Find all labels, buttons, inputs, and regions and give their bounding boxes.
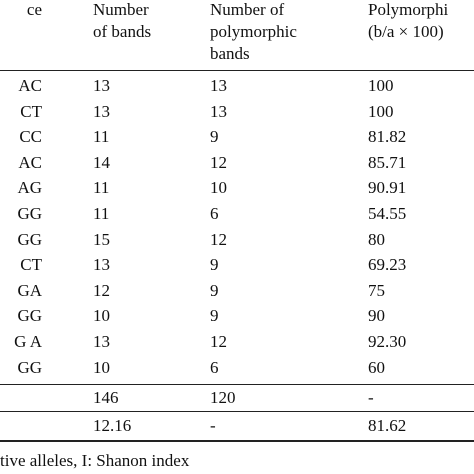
row-sequence: GG [17, 358, 42, 377]
row-polymorphism: 81.82 [368, 127, 407, 146]
row-sequence: AG [17, 178, 42, 197]
row-sequence: G A [14, 332, 42, 351]
row-polymorphism: 80 [368, 230, 385, 249]
table-footnote: tive alleles, I: Shanon index [0, 451, 190, 470]
row-sequence: AC [18, 76, 42, 95]
row-polymorphism: 92.30 [368, 332, 407, 351]
row-number-of-bands: 13 [93, 332, 110, 351]
row-polymorphic-bands: 12 [210, 230, 227, 249]
header-col-sequence: ce [26, 0, 42, 19]
header-number-of-bands-line2: of bands [93, 22, 152, 41]
row-sequence: CT [20, 255, 42, 274]
row-sequence: GA [17, 281, 42, 300]
row-number-of-bands: 10 [93, 358, 110, 377]
header-polymorphic-bands-line3: bands [210, 44, 250, 63]
header-polymorphic-bands-line1: Number of [210, 0, 285, 19]
row-number-of-bands: 14 [93, 153, 110, 172]
row-number-of-bands: 11 [93, 204, 110, 223]
row-sequence: GG [17, 204, 42, 223]
row-polymorphic-bands: 12 [210, 332, 227, 351]
row-polymorphic-bands: 6 [210, 204, 219, 223]
header-polymorphic-bands-line2: polymorphic [210, 22, 297, 41]
header-polymorphism-line1: Polymorphi [368, 0, 449, 19]
row-polymorphic-bands: 9 [210, 281, 219, 300]
row-polymorphic-bands: 9 [210, 306, 219, 325]
row-sequence: CT [20, 102, 42, 121]
row-number-of-bands: 11 [93, 127, 110, 146]
total-number-of-bands: 146 [93, 388, 119, 407]
body-bottom-rule [0, 384, 474, 385]
row-sequence: CC [19, 127, 42, 146]
total-polymorphic-bands: 120 [210, 388, 236, 407]
row-number-of-bands: 15 [93, 230, 110, 249]
row-number-of-bands: 12 [93, 281, 110, 300]
row-polymorphic-bands: 12 [210, 153, 227, 172]
mean-polymorphism: 81.62 [368, 416, 407, 435]
row-polymorphic-bands: 13 [210, 102, 227, 121]
row-number-of-bands: 13 [93, 255, 110, 274]
mean-polymorphic-bands: - [210, 416, 216, 435]
row-sequence: GG [17, 306, 42, 325]
total-polymorphism: - [368, 388, 374, 407]
row-polymorphism: 69.23 [368, 255, 407, 274]
row-number-of-bands: 10 [93, 306, 110, 325]
row-sequence: AC [18, 153, 42, 172]
row-number-of-bands: 13 [93, 76, 110, 95]
row-polymorphism: 90 [368, 306, 385, 325]
row-number-of-bands: 11 [93, 178, 110, 197]
row-polymorphism: 90.91 [368, 178, 407, 197]
row-polymorphism: 85.71 [368, 153, 407, 172]
header-polymorphism-line2: (b/a × 100) [368, 22, 444, 41]
row-number-of-bands: 13 [93, 102, 110, 121]
row-sequence: GG [17, 230, 42, 249]
row-polymorphic-bands: 10 [210, 178, 227, 197]
row-polymorphism: 54.55 [368, 204, 407, 223]
header-number-of-bands-line1: Number [93, 0, 149, 19]
table-bottom-rule [0, 440, 474, 442]
row-polymorphism: 60 [368, 358, 385, 377]
row-polymorphism: 75 [368, 281, 385, 300]
total-bottom-rule [0, 411, 474, 412]
row-polymorphic-bands: 9 [210, 255, 219, 274]
row-polymorphic-bands: 6 [210, 358, 219, 377]
row-polymorphic-bands: 9 [210, 127, 219, 146]
mean-number-of-bands: 12.16 [93, 416, 132, 435]
row-polymorphism: 100 [368, 76, 394, 95]
row-polymorphism: 100 [368, 102, 394, 121]
row-polymorphic-bands: 13 [210, 76, 227, 95]
header-bottom-rule [0, 70, 474, 71]
